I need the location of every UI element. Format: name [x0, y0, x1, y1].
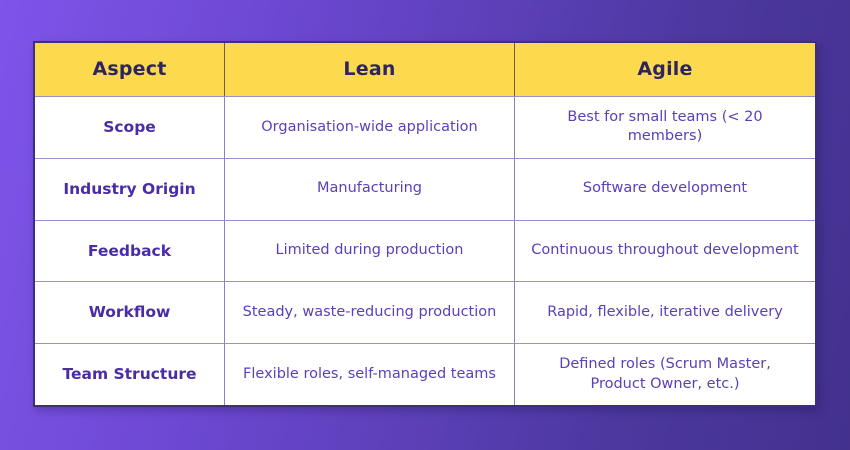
- column-header-lean: Lean: [224, 43, 514, 96]
- aspect-label: Industry Origin: [63, 179, 196, 198]
- lean-value: Flexible roles, self-managed teams: [243, 365, 496, 382]
- agile-value: Rapid, flexible, iterative delivery: [547, 304, 783, 320]
- agile-cell-workflow: Rapid, flexible, iterative delivery: [514, 281, 815, 344]
- column-header-lean-label: Lean: [343, 57, 396, 80]
- lean-value: Organisation-wide application: [261, 118, 478, 135]
- agile-cell-industry-origin: Software development: [514, 157, 815, 220]
- aspect-label: Feedback: [87, 241, 172, 260]
- aspect-cell-workflow: Workflow: [35, 281, 224, 343]
- column-header-agile: Agile: [514, 43, 815, 96]
- lean-value: Limited during production: [275, 242, 464, 259]
- column-header-agile-label: Agile: [637, 57, 693, 80]
- agile-value: Continuous throughout development: [531, 242, 799, 259]
- agile-value: Defined roles (Scrum Master, Product Own…: [559, 356, 771, 392]
- column-header-aspect: Aspect: [35, 43, 224, 96]
- aspect-cell-scope: Scope: [35, 96, 224, 158]
- agile-cell-feedback: Continuous throughout development: [514, 219, 815, 282]
- lean-cell-workflow: Steady, waste-reducing production: [224, 281, 514, 344]
- lean-value: Manufacturing: [317, 180, 422, 197]
- agile-value: Best for small teams (< 20 members): [567, 108, 763, 145]
- aspect-cell-feedback: Feedback: [35, 219, 224, 282]
- aspect-cell-industry-origin: Industry Origin: [35, 157, 224, 220]
- lean-value: Steady, waste-reducing production: [242, 304, 497, 320]
- aspect-label: Workflow: [88, 303, 171, 322]
- column-header-aspect-label: Aspect: [92, 57, 167, 80]
- lean-cell-industry-origin: Manufacturing: [224, 157, 514, 220]
- agile-value: Software development: [582, 180, 748, 197]
- agile-cell-scope: Best for small teams (< 20 members): [514, 96, 815, 158]
- aspect-label: Scope: [103, 117, 156, 136]
- lean-vs-agile-comparison-table: Aspect Lean Agile Scope Organisation-wid…: [33, 41, 817, 407]
- lean-cell-team-structure: Flexible roles, self-managed teams: [224, 343, 514, 405]
- aspect-cell-team-structure: Team Structure: [35, 343, 224, 405]
- aspect-label: Team Structure: [62, 365, 197, 384]
- agile-cell-team-structure: Defined roles (Scrum Master, Product Own…: [514, 343, 815, 405]
- lean-cell-scope: Organisation-wide application: [224, 96, 514, 158]
- lean-cell-feedback: Limited during production: [224, 219, 514, 282]
